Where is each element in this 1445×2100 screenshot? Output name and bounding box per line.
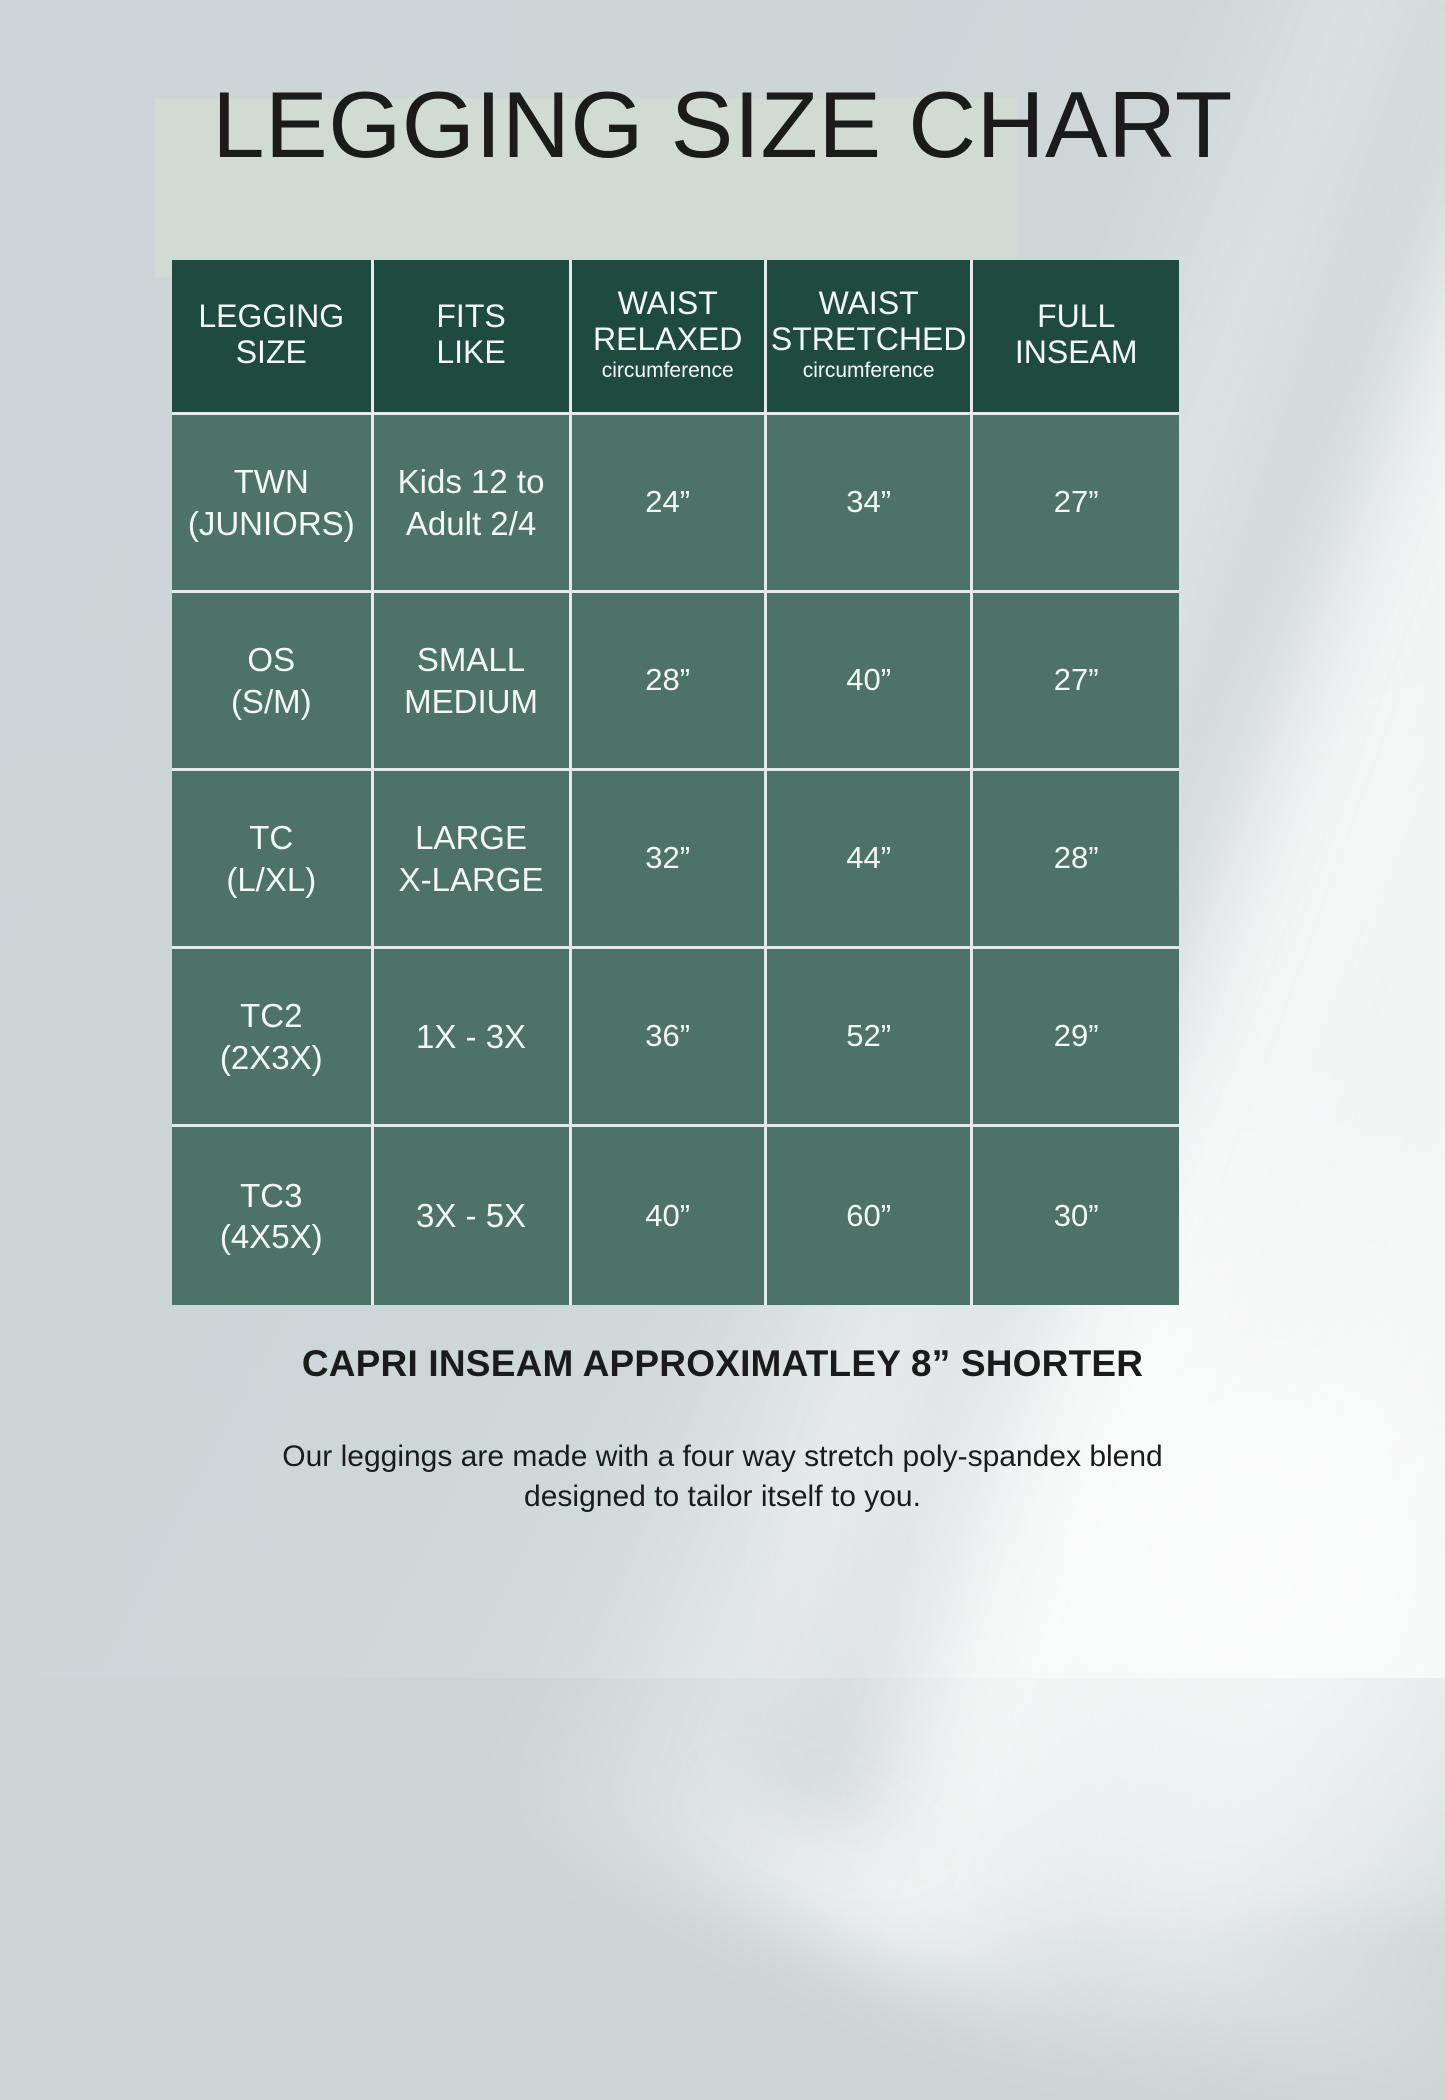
column-header-waist-stretched: WAIST STRETCHED circumference <box>766 260 974 415</box>
table-row: TC3 (4X5X) 3X - 5X 40” 60” 30” <box>172 1127 1179 1305</box>
column-header-fits-like: FITS LIKE <box>373 260 572 415</box>
column-header-line2: LIKE <box>436 334 506 370</box>
column-header-line1: FULL <box>1037 297 1116 334</box>
size-code: OS <box>247 641 296 679</box>
cell-legging-size: TC2 (2X3X) <box>172 949 374 1127</box>
column-header-line1: WAIST <box>818 284 919 321</box>
cell-waist-stretched: 52” <box>766 949 974 1127</box>
cell-waist-relaxed: 32” <box>571 771 767 949</box>
column-header-line2: SIZE <box>235 334 307 370</box>
size-chart-table: LEGGING SIZE FITS LIKE WAIST RELAXED cir… <box>172 260 1179 1305</box>
column-header-line2: INSEAM <box>1014 334 1138 370</box>
table-header-row: LEGGING SIZE FITS LIKE WAIST RELAXED cir… <box>172 260 1179 415</box>
fits-line1: LARGE <box>415 819 527 857</box>
size-code: TWN <box>233 463 309 501</box>
cell-waist-stretched: 44” <box>766 771 974 949</box>
table-header: LEGGING SIZE FITS LIKE WAIST RELAXED cir… <box>172 260 1179 415</box>
page-content: LEGGING SIZE CHART LEGGING SIZE FITS LIK… <box>0 72 1445 1516</box>
page-title: LEGGING SIZE CHART <box>212 72 1233 177</box>
cell-fits-like: SMALL MEDIUM <box>373 593 572 771</box>
fabric-description-line2: designed to tailor itself to you. <box>524 1479 921 1513</box>
table-row: OS (S/M) SMALL MEDIUM 28” 40” 27” <box>172 593 1179 771</box>
size-alias: (2X3X) <box>219 1038 323 1076</box>
column-header-waist-relaxed: WAIST RELAXED circumference <box>571 260 767 415</box>
column-header-line1: WAIST <box>617 284 718 321</box>
column-header-subtext: circumference <box>601 358 734 382</box>
column-header-full-inseam: FULL INSEAM <box>973 260 1179 415</box>
column-header-line1: FITS <box>436 297 506 334</box>
fits-line1: Kids 12 to <box>397 463 545 501</box>
column-header-line2: STRETCHED <box>770 321 967 358</box>
size-code: TC3 <box>240 1176 303 1214</box>
table-body: TWN (JUNIORS) Kids 12 to Adult 2/4 24” 3… <box>172 415 1179 1305</box>
size-alias: (4X5X) <box>219 1218 323 1255</box>
size-alias: (L/XL) <box>226 860 317 898</box>
cell-waist-relaxed: 24” <box>571 415 767 593</box>
cell-fits-like: LARGE X-LARGE <box>373 771 572 949</box>
cell-full-inseam: 30” <box>973 1127 1179 1305</box>
cell-full-inseam: 27” <box>973 415 1179 593</box>
fits-line1: SMALL <box>416 641 526 679</box>
cell-fits-like: 3X - 5X <box>373 1127 572 1305</box>
fabric-description: Our leggings are made with a four way st… <box>0 1437 1445 1516</box>
cell-waist-stretched: 60” <box>766 1127 974 1305</box>
size-code: TC2 <box>240 997 303 1035</box>
cell-legging-size: TWN (JUNIORS) <box>172 415 374 593</box>
cell-full-inseam: 29” <box>973 949 1179 1127</box>
cell-full-inseam: 27” <box>973 593 1179 771</box>
cell-legging-size: OS (S/M) <box>172 593 374 771</box>
cell-legging-size: TC3 (4X5X) <box>172 1127 374 1305</box>
table-row: TC2 (2X3X) 1X - 3X 36” 52” 29” <box>172 949 1179 1127</box>
cell-waist-stretched: 34” <box>766 415 974 593</box>
fits-line2: X-LARGE <box>398 860 544 898</box>
cell-full-inseam: 28” <box>973 771 1179 949</box>
cell-legging-size: TC (L/XL) <box>172 771 374 949</box>
cell-waist-relaxed: 36” <box>571 949 767 1127</box>
capri-inseam-note: CAPRI INSEAM APPROXIMATLEY 8” SHORTER <box>301 1343 1144 1384</box>
column-header-line1: LEGGING <box>198 297 345 334</box>
column-header-legging-size: LEGGING SIZE <box>172 260 374 415</box>
fits-line2: Adult 2/4 <box>405 504 537 542</box>
size-code: TC <box>249 819 294 857</box>
cell-fits-like: Kids 12 to Adult 2/4 <box>373 415 572 593</box>
fits-line2: MEDIUM <box>404 682 538 720</box>
table-row: TC (L/XL) LARGE X-LARGE 32” 44” 28” <box>172 771 1179 949</box>
title-block: LEGGING SIZE CHART <box>0 72 1445 278</box>
cell-fits-like: 1X - 3X <box>373 949 572 1127</box>
cell-waist-relaxed: 28” <box>571 593 767 771</box>
title-highlight-band <box>155 98 1017 278</box>
fabric-description-line1: Our leggings are made with a four way st… <box>282 1440 1163 1473</box>
size-alias: (JUNIORS) <box>187 504 355 542</box>
size-alias: (S/M) <box>230 682 312 720</box>
column-header-subtext: circumference <box>802 358 935 382</box>
column-header-line2: RELAXED <box>593 321 743 358</box>
table-row: TWN (JUNIORS) Kids 12 to Adult 2/4 24” 3… <box>172 415 1179 593</box>
cell-waist-stretched: 40” <box>766 593 974 771</box>
cell-waist-relaxed: 40” <box>571 1127 767 1305</box>
